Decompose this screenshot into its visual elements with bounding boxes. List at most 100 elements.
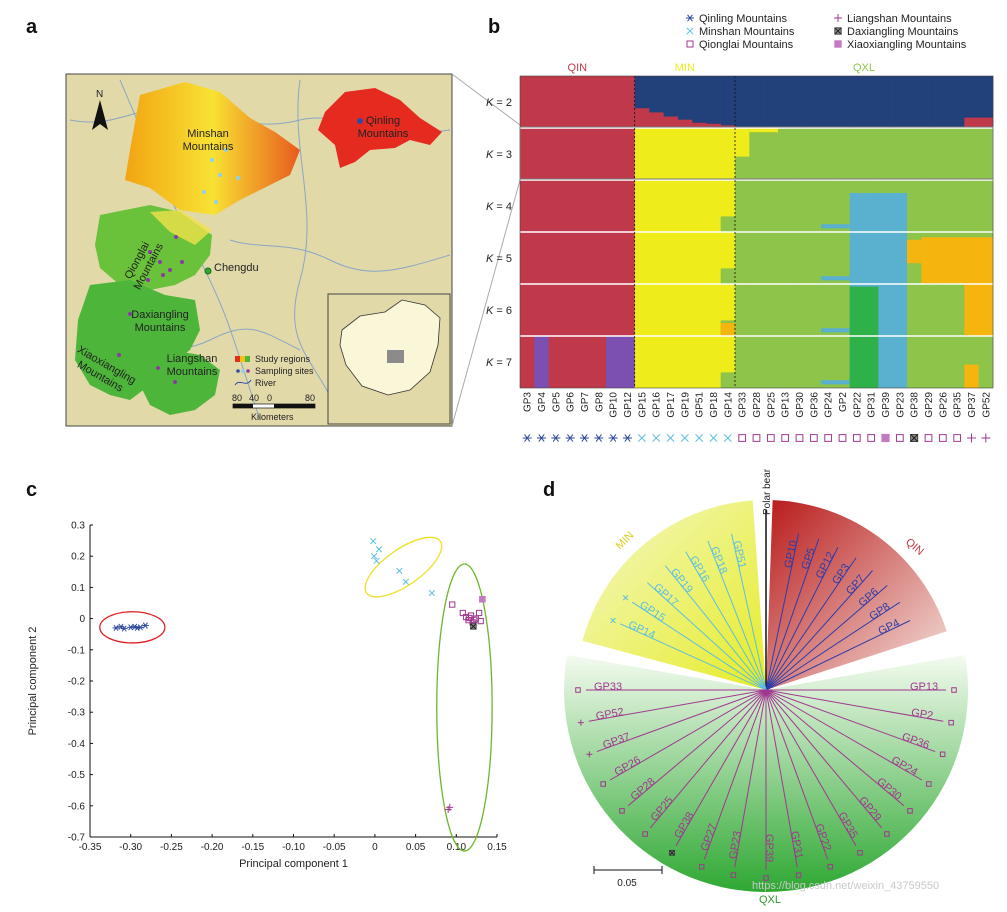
structure-bar: [778, 128, 793, 180]
structure-bar: [692, 76, 707, 128]
structure-bar: [835, 336, 850, 388]
min-sector: [582, 500, 766, 690]
x-tick-label: -0.05: [323, 842, 346, 853]
k-label: K = 6: [486, 305, 512, 317]
xbox-marker: [834, 27, 842, 35]
sample-label: GP24: [824, 392, 835, 418]
structure-bar: [950, 284, 965, 336]
structure-bar: [978, 76, 994, 128]
asterisk-marker: [537, 434, 546, 442]
legend-b-label: Qinling Mountains: [699, 13, 788, 25]
sample-label: GP29: [924, 392, 935, 418]
svg-text:0: 0: [267, 393, 272, 403]
plus-marker: [577, 719, 584, 726]
structure-bar: [706, 123, 721, 128]
square-marker: [809, 434, 818, 442]
square-marker: [738, 434, 747, 442]
svg-text:River: River: [255, 378, 276, 388]
structure-bar: [620, 128, 635, 180]
structure-bar: [548, 284, 564, 336]
tree-group-qin: QIN: [903, 536, 926, 558]
x-tick-label: -0.35: [79, 842, 102, 853]
legend-b-label: Daxiangling Mountains: [847, 26, 959, 38]
structure-bar: [677, 76, 693, 128]
y-tick-label: -0.6: [68, 801, 86, 812]
y-axis-label: Principal component 2: [27, 627, 39, 736]
structure-bar: [821, 276, 850, 281]
sample-label: GP17: [666, 392, 677, 418]
x-tick-label: 0: [372, 842, 378, 853]
structure-bar: [821, 180, 836, 232]
sample-label: GP10: [609, 392, 620, 418]
scale-bar: 80 40 0 80 Kilometers: [232, 393, 316, 422]
tree-branch-qin: [765, 557, 857, 691]
sample-label: GP12: [623, 392, 634, 418]
structure-bar: [563, 128, 578, 180]
leaf-label: GP13: [910, 681, 938, 693]
watermark: https://blog.csdn.net/weixin_43759550: [752, 880, 939, 892]
leaf-label: GP51: [730, 540, 748, 570]
structure-bar: [677, 284, 693, 336]
region-minshan: [125, 82, 300, 215]
structure-bar: [534, 128, 549, 180]
structure-bar: [649, 128, 664, 180]
structure-plot: [519, 75, 994, 389]
tree-branch-qxl: [765, 689, 923, 781]
cross-marker: [723, 434, 732, 442]
structure-bar: [792, 232, 807, 284]
structure-bar: [921, 128, 936, 180]
k-label: K = 4: [486, 201, 512, 213]
tree-branch-min: [647, 582, 767, 691]
leaf-label: GP2: [910, 707, 934, 723]
structure-bar: [663, 76, 678, 128]
region-label: Liangshan Mountains: [167, 353, 218, 378]
structure-bar: [806, 180, 822, 232]
square-marker: [795, 872, 802, 878]
leaf-label: GP33: [594, 681, 622, 693]
structure-bar: [663, 180, 678, 232]
structure-bar: [649, 112, 664, 128]
y-tick-label: -0.4: [68, 739, 86, 750]
k-label: K = 2: [486, 97, 512, 109]
k-labels: K = 2 K = 3 K = 4 K = 5 K = 6 K = 7: [486, 97, 512, 369]
structure-bar: [749, 336, 764, 388]
structure-bar: [792, 76, 807, 128]
sample-label: GP52: [981, 392, 992, 418]
structure-bar: [907, 76, 922, 128]
structure-bar: [921, 237, 993, 284]
square-marker: [619, 808, 625, 814]
structure-bar: [620, 180, 635, 232]
svg-text:40: 40: [249, 393, 259, 403]
tree-branch-qxl: [765, 689, 883, 829]
sample-label: GP26: [938, 392, 949, 418]
asterisk-marker: [141, 622, 149, 629]
sample-labels: GP3 GP4 GP5 GP6 GP7 GP8 GP10 GP12 GP15 GP16 GP17 GP…: [523, 392, 993, 418]
square-marker: [926, 781, 932, 787]
structure-bar: [520, 284, 535, 336]
structure-bar: [778, 336, 793, 388]
structure-bar: [935, 284, 951, 336]
y-tick-label: -0.2: [68, 677, 86, 688]
structure-bar: [792, 128, 807, 180]
sampling-sites: [117, 235, 184, 384]
asterisk-marker: [686, 14, 694, 22]
structure-bar: [978, 180, 994, 232]
structure-bar: [735, 128, 750, 157]
tree-branch-qxl: [703, 689, 767, 860]
svg-text:Kilometers: Kilometers: [251, 412, 294, 422]
structure-bar: [677, 180, 693, 232]
structure-bar: [864, 76, 879, 128]
tree-branch-qxl: [588, 689, 767, 722]
x-tick-label: -0.10: [282, 842, 305, 853]
structure-bar: [548, 180, 564, 232]
cross-marker: [709, 434, 718, 442]
structure-bar: [520, 76, 535, 128]
region-label: Qinling Mountains: [358, 115, 409, 140]
map-legend: Study regions Sampling sites River: [234, 354, 314, 388]
cross-marker: [370, 553, 378, 560]
structure-bar: [692, 336, 707, 388]
x-tick-label: 0.05: [406, 842, 426, 853]
structure-bar: [806, 336, 822, 388]
y-tick-label: -0.7: [68, 833, 86, 844]
structure-bar: [563, 76, 578, 128]
